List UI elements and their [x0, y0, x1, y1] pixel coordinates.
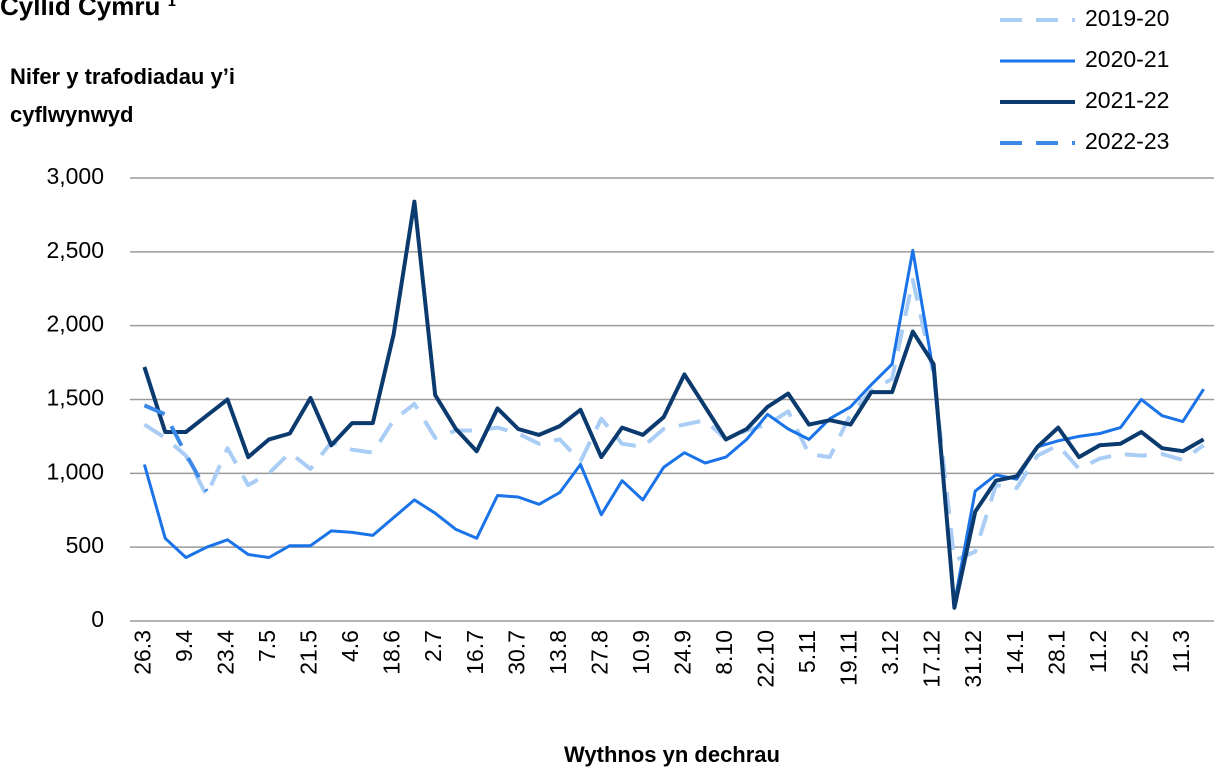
x-tick-label: 28.1 [1043, 630, 1069, 675]
y-tick-label: 1,500 [46, 385, 104, 411]
series-line [142, 199, 1205, 610]
y-tick-label: 2,000 [46, 311, 104, 337]
x-tick-label: 10.9 [628, 630, 654, 675]
legend-label: 2020-21 [1085, 46, 1169, 72]
x-tick-label: 4.6 [337, 630, 363, 662]
legend-label: 2021-22 [1085, 87, 1169, 113]
x-tick-label: 13.8 [545, 630, 571, 675]
x-tick-label: 30.7 [503, 630, 529, 675]
x-tick-label: 18.6 [379, 630, 405, 675]
y-axis-label: Nifer y trafodiadau y’i [10, 64, 235, 89]
x-tick-label: 7.5 [254, 630, 280, 662]
y-tick-label: 0 [91, 606, 104, 632]
x-axis-label: Wythnos yn dechrau [564, 742, 780, 767]
x-tick-label: 11.3 [1168, 630, 1194, 673]
x-tick-label: 14.1 [1002, 630, 1028, 675]
x-tick-label: 19.11 [836, 630, 862, 686]
x-tick-label: 31.12 [960, 630, 986, 688]
x-tick-label: 3.12 [877, 630, 903, 675]
x-tick-label: 16.7 [462, 630, 488, 675]
y-axis-label: cyflwynwyd [10, 102, 133, 127]
x-tick-label: 26.3 [129, 630, 155, 675]
x-tick-label: 11.2 [1085, 630, 1111, 673]
x-tick-label: 22.10 [753, 630, 779, 688]
chart-title: Cyllid Cymru ¹ [0, 0, 176, 21]
x-tick-label: 23.4 [213, 630, 239, 675]
x-tick-label: 8.10 [711, 630, 737, 675]
series-line [142, 248, 1205, 605]
x-tick-label: 25.2 [1126, 630, 1152, 675]
x-tick-label: 24.9 [669, 630, 695, 675]
series-line [143, 277, 1205, 563]
x-tick-label: 2.7 [420, 630, 446, 662]
x-tick-label: 5.11 [794, 630, 820, 673]
x-tick-label: 17.12 [919, 630, 945, 688]
x-tick-label: 9.4 [171, 630, 197, 662]
y-tick-label: 2,500 [46, 237, 104, 263]
legend-label: 2022-23 [1085, 128, 1169, 154]
y-tick-label: 1,000 [46, 458, 104, 484]
series-line [143, 403, 209, 493]
x-tick-label: 21.5 [296, 630, 322, 675]
legend-label: 2019-20 [1085, 5, 1169, 31]
y-tick-label: 500 [66, 532, 104, 558]
y-tick-label: 3,000 [46, 163, 104, 189]
x-tick-label: 27.8 [586, 630, 612, 675]
